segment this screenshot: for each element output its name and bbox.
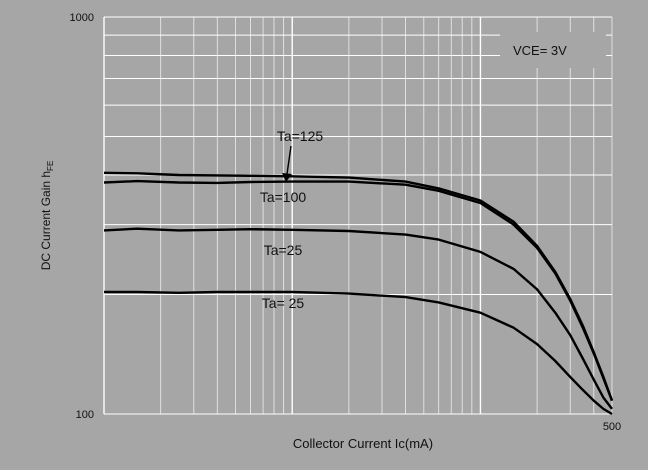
series-label-2: Ta=100 [260,189,307,205]
series-labels: Ta=125 Ta=100 Ta=25 Ta= 25 [260,128,324,311]
series-arrow [282,145,292,182]
y-axis-label: DC Current Gain hFE [39,161,55,271]
series-line-4 [104,290,613,416]
arrow-head [282,173,292,182]
plot-background [104,17,612,414]
vce-annotation-text: VCE= 3V [513,43,567,58]
vce-annotation-background [500,32,606,68]
series-line-3 [103,227,613,410]
vce-annotation: VCE= 3V [500,32,606,68]
y-tick-label: 100 [76,409,94,421]
x-axis-label: Collector Current Ic(mA) [293,436,433,451]
y-axis-label-subscript: FE [46,161,55,171]
x-tick-label: 500 [603,421,621,433]
series-line-2 [103,179,614,402]
series-label-1: Ta=125 [277,128,324,144]
grid [103,16,613,415]
arrow-shaft [286,145,292,175]
y-tick-label: 1000 [70,12,94,24]
series-label-3: Ta=25 [264,242,303,258]
series-lines [103,171,614,416]
series-label-4: Ta= 25 [262,295,305,311]
y-axis-label-main: DC Current Gain h [39,171,53,270]
tick-labels: 1000 100 500 [70,12,622,433]
